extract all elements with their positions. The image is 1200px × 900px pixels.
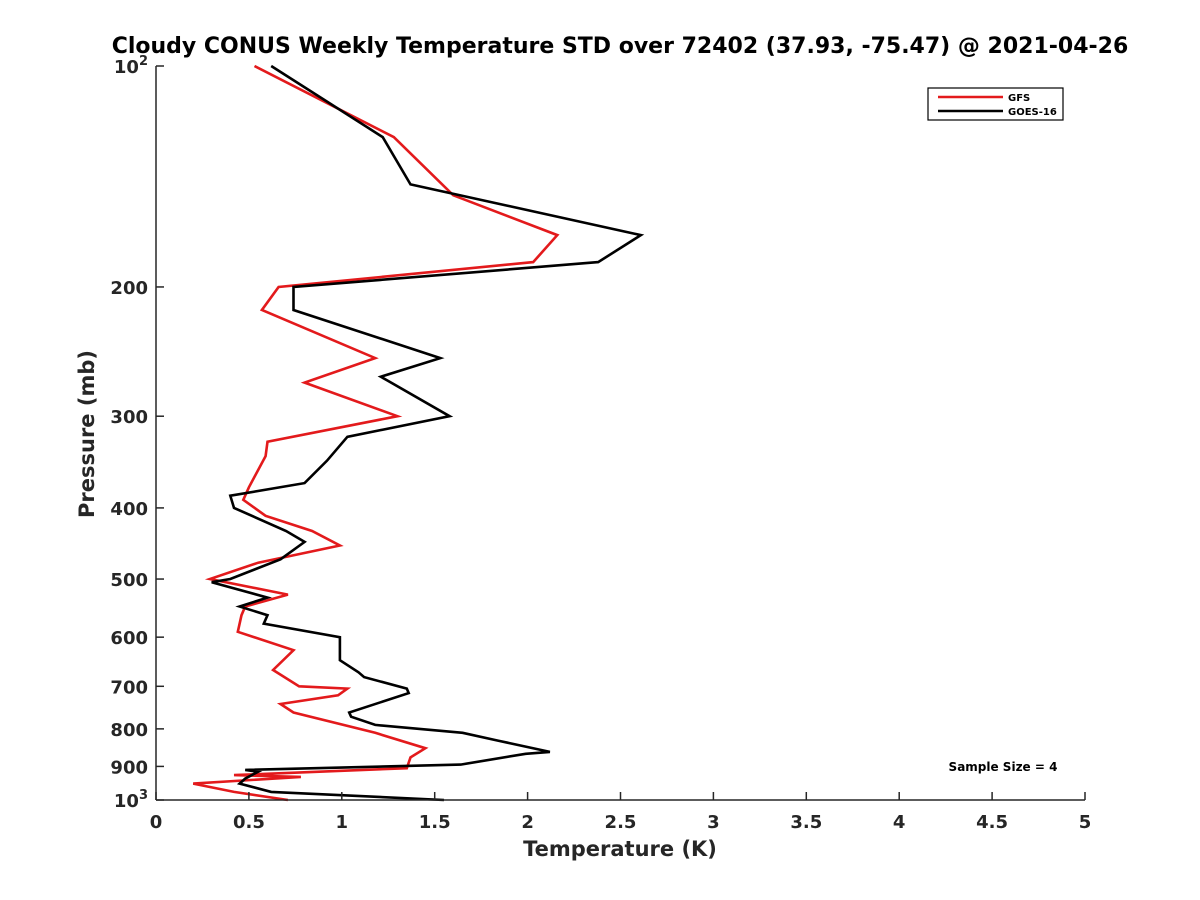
y-tick-label: 103	[114, 788, 148, 812]
x-tick-label: 1	[336, 812, 349, 833]
x-tick-label: 0	[150, 812, 163, 833]
y-axis-label: Pressure (mb)	[75, 350, 99, 518]
x-tick-label: 2.5	[605, 812, 637, 833]
series-line-goes-16	[211, 64, 645, 802]
x-tick-label: 3	[707, 812, 720, 833]
x-tick-label: 4.5	[976, 812, 1008, 833]
x-tick-label: 0.5	[233, 812, 265, 833]
y-tick-label: 500	[110, 570, 148, 591]
y-tick-label: 200	[110, 278, 148, 299]
chart-title: Cloudy CONUS Weekly Temperature STD over…	[112, 34, 1129, 59]
x-tick-label: 2	[521, 812, 534, 833]
y-tick-label: 900	[110, 757, 148, 778]
y-tick-label: 800	[110, 720, 148, 741]
y-tick-label: 400	[110, 499, 148, 520]
sample-size-annotation: Sample Size = 4	[949, 760, 1058, 774]
y-tick-label: 700	[110, 677, 148, 698]
axes: 0 0.5 1 1.5 2 2.5 3 3.5 4 4.5 5 102 200 300 400 500 600 7…	[110, 54, 1091, 833]
legend-box	[927, 87, 1064, 121]
series-line-gfs	[192, 64, 560, 802]
x-tick-label: 1.5	[419, 812, 451, 833]
x-tick-label: 4	[893, 812, 906, 833]
legend: GFS GOES-16	[927, 87, 1064, 121]
y-tick-label: 600	[110, 628, 148, 649]
y-tick-label: 102	[114, 54, 148, 78]
legend-label: GOES-16	[1008, 107, 1057, 118]
x-axis-label: Temperature (K)	[523, 837, 717, 861]
x-tick-label: 5	[1079, 812, 1092, 833]
series-lines	[192, 64, 645, 802]
legend-label: GFS	[1008, 93, 1030, 104]
y-tick-label: 300	[110, 407, 148, 428]
x-tick-label: 3.5	[790, 812, 822, 833]
